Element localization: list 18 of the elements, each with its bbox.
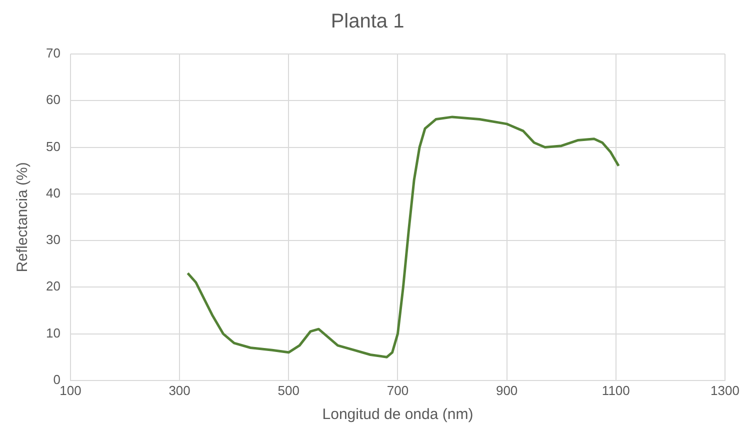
x-tick-label: 700 bbox=[386, 382, 409, 398]
x-tick-label: 300 bbox=[168, 382, 190, 398]
x-tick-label: 1100 bbox=[602, 382, 630, 398]
y-tick-label: 10 bbox=[46, 325, 60, 340]
x-tick-label: 500 bbox=[278, 382, 300, 398]
x-tick-label: 900 bbox=[496, 382, 518, 398]
y-tick-label: 70 bbox=[46, 46, 60, 61]
x-axis-title: Longitud de onda (nm) bbox=[322, 406, 474, 424]
y-tick-label: 40 bbox=[46, 185, 60, 200]
y-axis-title: Reflectancia (%) bbox=[14, 162, 32, 272]
y-tick-label: 30 bbox=[46, 232, 60, 248]
y-tick-label: 50 bbox=[46, 138, 60, 154]
x-tick-label: 100 bbox=[60, 382, 82, 398]
x-tick-label: 1300 bbox=[710, 382, 740, 398]
y-tick-label: 60 bbox=[46, 92, 60, 108]
chart-title: Planta 1 bbox=[330, 10, 404, 33]
y-tick-label: 20 bbox=[46, 278, 60, 294]
y-tick-label: 0 bbox=[53, 372, 60, 387]
